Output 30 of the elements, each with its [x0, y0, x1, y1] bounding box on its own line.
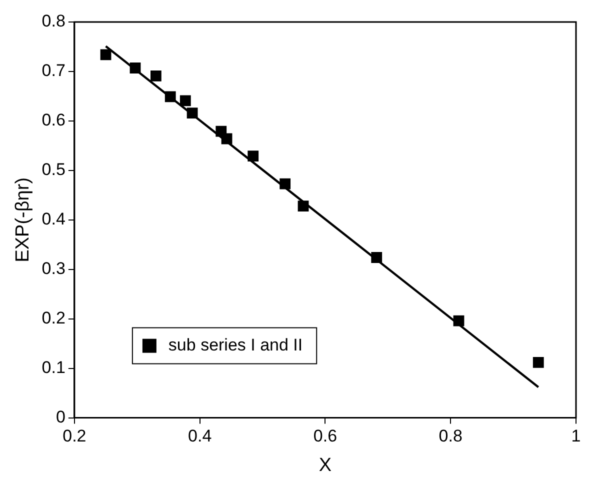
legend-label: sub series I and II [168, 335, 303, 354]
point [248, 150, 259, 162]
y-tick-label: 0.8 [42, 12, 66, 31]
point [100, 49, 112, 60]
point [371, 252, 382, 263]
point [180, 95, 191, 106]
point [186, 108, 198, 118]
point [150, 70, 162, 82]
y-tick-label: 0.4 [42, 210, 66, 229]
x-tick-label: 0.4 [188, 426, 212, 446]
y-axis-title: EXP(-βηr) [12, 177, 34, 262]
point [130, 62, 141, 74]
point [453, 315, 464, 326]
x-axis-title: X [318, 454, 332, 476]
y-tick-label: 0.7 [42, 61, 66, 80]
point [164, 91, 176, 102]
x-tick-label: 0.6 [313, 426, 338, 446]
y-tick-label: 0.5 [42, 160, 66, 180]
x-tick-label: 0.8 [438, 426, 462, 446]
y-tick-label: 0.6 [42, 110, 66, 130]
y-tick-label: 0.3 [42, 259, 66, 278]
y-tick-label: 0.1 [42, 358, 66, 378]
y-tick-label: 0 [56, 407, 66, 426]
point [221, 133, 232, 144]
point [298, 200, 309, 212]
point [280, 178, 291, 190]
x-tick-label: 0.2 [62, 426, 86, 446]
point [532, 356, 544, 368]
y-tick-label: 0.2 [42, 308, 66, 328]
x-tick-label: 1 [571, 426, 581, 446]
